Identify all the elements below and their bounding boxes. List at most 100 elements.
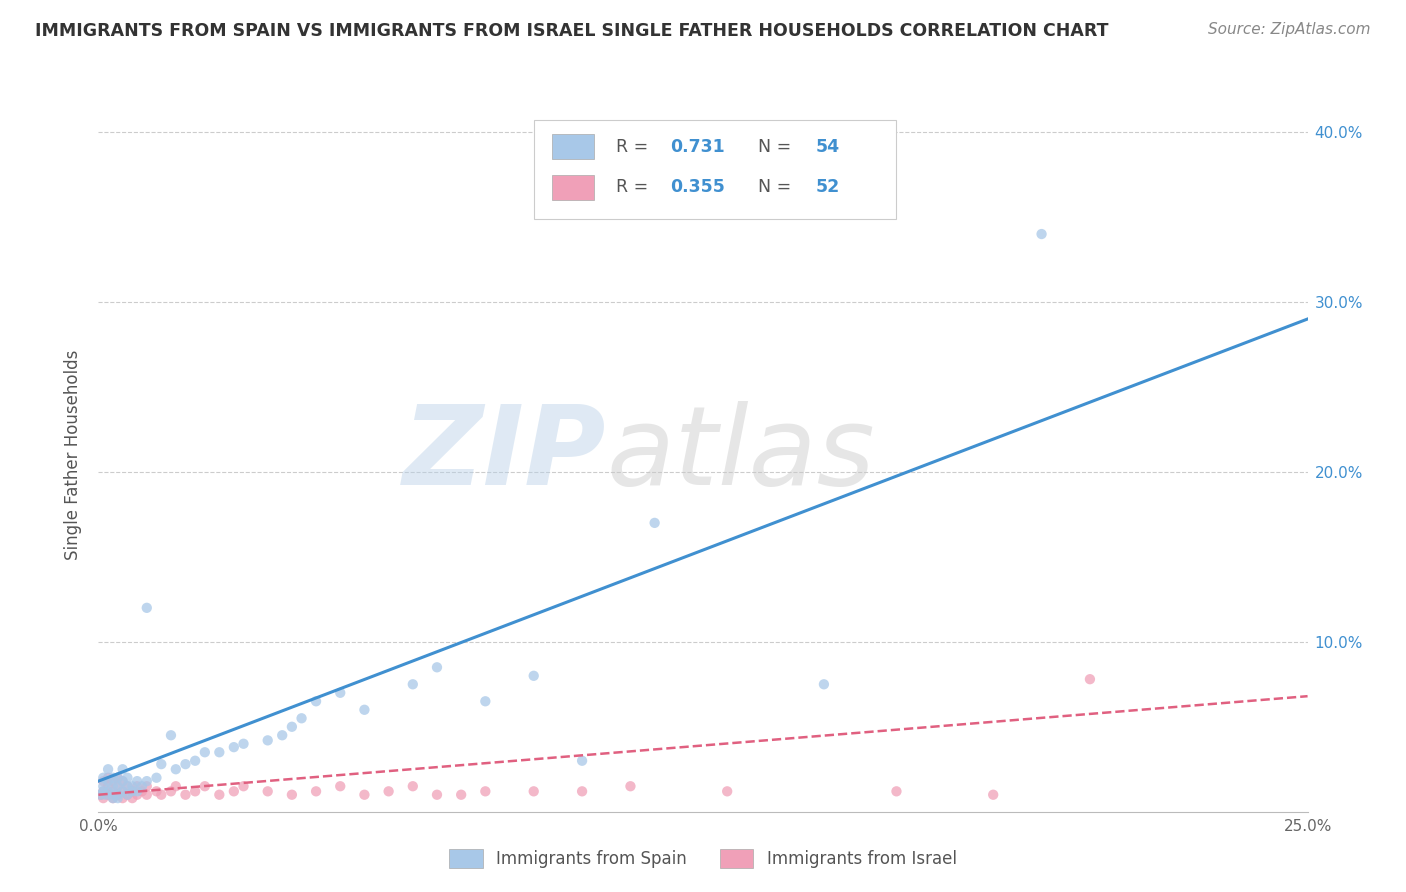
Text: 0.731: 0.731 bbox=[671, 137, 725, 155]
Point bbox=[107, 779, 129, 793]
Point bbox=[232, 737, 254, 751]
Point bbox=[174, 757, 197, 772]
Point bbox=[194, 745, 217, 759]
Point bbox=[117, 788, 139, 802]
Point bbox=[523, 669, 546, 683]
Point bbox=[150, 788, 173, 802]
Point bbox=[329, 779, 352, 793]
Point bbox=[194, 779, 217, 793]
Point bbox=[290, 711, 312, 725]
Point bbox=[111, 762, 134, 776]
Point bbox=[135, 774, 157, 789]
Point bbox=[97, 774, 120, 789]
Point bbox=[127, 788, 149, 802]
Text: 54: 54 bbox=[815, 137, 839, 155]
Point bbox=[97, 788, 120, 802]
Point bbox=[111, 774, 134, 789]
Point bbox=[121, 791, 143, 805]
Point bbox=[523, 784, 546, 798]
Point bbox=[305, 784, 328, 798]
FancyBboxPatch shape bbox=[553, 134, 595, 159]
Point bbox=[450, 788, 472, 802]
Point bbox=[107, 771, 129, 785]
Text: R =: R = bbox=[616, 137, 654, 155]
Text: Source: ZipAtlas.com: Source: ZipAtlas.com bbox=[1208, 22, 1371, 37]
Text: 0.355: 0.355 bbox=[671, 178, 725, 196]
Point bbox=[474, 694, 496, 708]
Point bbox=[111, 774, 134, 789]
Point bbox=[101, 771, 124, 785]
Point bbox=[127, 784, 149, 798]
Point bbox=[107, 788, 129, 802]
Point bbox=[256, 784, 278, 798]
Point bbox=[127, 779, 149, 793]
Point bbox=[644, 516, 666, 530]
Point bbox=[402, 779, 425, 793]
Point bbox=[101, 779, 124, 793]
Text: IMMIGRANTS FROM SPAIN VS IMMIGRANTS FROM ISRAEL SINGLE FATHER HOUSEHOLDS CORRELA: IMMIGRANTS FROM SPAIN VS IMMIGRANTS FROM… bbox=[35, 22, 1109, 40]
Point bbox=[271, 728, 294, 742]
Point bbox=[107, 771, 129, 785]
Point bbox=[117, 788, 139, 802]
Point bbox=[281, 720, 304, 734]
Point bbox=[97, 779, 120, 793]
Point bbox=[117, 779, 139, 793]
Point bbox=[107, 791, 129, 805]
Point bbox=[165, 779, 187, 793]
Point bbox=[91, 771, 114, 785]
Point bbox=[353, 703, 375, 717]
Point bbox=[886, 784, 908, 798]
Point bbox=[90, 788, 112, 802]
Point bbox=[184, 784, 207, 798]
Point bbox=[135, 600, 157, 615]
Point bbox=[111, 784, 134, 798]
Point bbox=[117, 771, 139, 785]
Point bbox=[101, 788, 124, 802]
Point bbox=[90, 788, 112, 802]
Point bbox=[208, 745, 231, 759]
Point bbox=[101, 774, 124, 789]
Point bbox=[111, 791, 134, 805]
Text: atlas: atlas bbox=[606, 401, 875, 508]
Text: ZIP: ZIP bbox=[402, 401, 606, 508]
Point bbox=[329, 686, 352, 700]
Point bbox=[101, 784, 124, 798]
Point bbox=[121, 784, 143, 798]
Point bbox=[256, 733, 278, 747]
Point bbox=[305, 694, 328, 708]
Point bbox=[117, 779, 139, 793]
Point bbox=[91, 784, 114, 798]
Point bbox=[107, 779, 129, 793]
Y-axis label: Single Father Households: Single Father Households bbox=[65, 350, 83, 560]
Point bbox=[222, 784, 245, 798]
Point bbox=[981, 788, 1004, 802]
Point bbox=[281, 788, 304, 802]
Point bbox=[1078, 672, 1101, 686]
FancyBboxPatch shape bbox=[534, 120, 897, 219]
Point bbox=[571, 754, 593, 768]
Point bbox=[184, 754, 207, 768]
Point bbox=[813, 677, 835, 691]
Point bbox=[353, 788, 375, 802]
Point bbox=[474, 784, 496, 798]
Point bbox=[121, 779, 143, 793]
Point bbox=[97, 762, 120, 776]
Point bbox=[91, 774, 114, 789]
Point bbox=[160, 784, 183, 798]
Point bbox=[135, 779, 157, 793]
Point bbox=[1031, 227, 1053, 241]
Point bbox=[91, 791, 114, 805]
Point bbox=[97, 771, 120, 785]
Point bbox=[127, 774, 149, 789]
Point bbox=[222, 740, 245, 755]
Legend: Immigrants from Spain, Immigrants from Israel: Immigrants from Spain, Immigrants from I… bbox=[443, 842, 963, 875]
Point bbox=[165, 762, 187, 776]
FancyBboxPatch shape bbox=[553, 175, 595, 200]
Point bbox=[208, 788, 231, 802]
Point bbox=[107, 788, 129, 802]
Text: 52: 52 bbox=[815, 178, 839, 196]
Text: N =: N = bbox=[747, 137, 796, 155]
Point bbox=[94, 788, 117, 802]
Point bbox=[232, 779, 254, 793]
Point bbox=[716, 784, 738, 798]
